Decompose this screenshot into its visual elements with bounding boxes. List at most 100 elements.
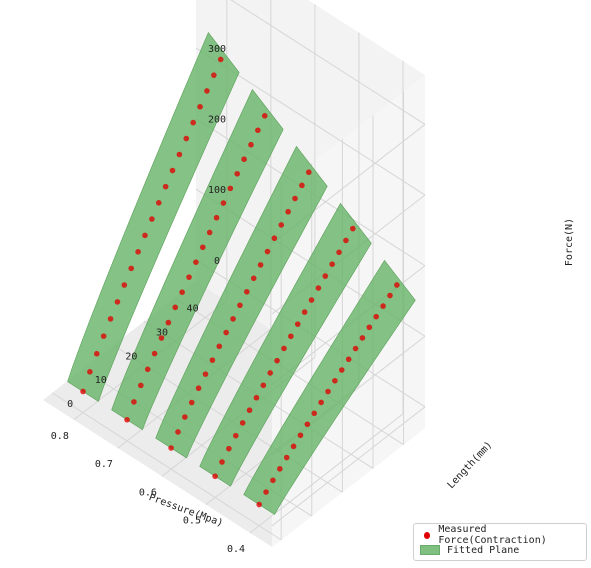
measured-point [278,222,285,228]
measured-point [244,288,250,295]
grid-line-y-floor [51,392,282,541]
measured-point [186,274,192,280]
measured-point [253,394,260,401]
measured-point [294,321,301,327]
x-tick-label: 0.8 [51,431,69,442]
measured-point [155,199,162,206]
measured-point [261,113,268,119]
fitted-plane-band [155,145,328,459]
measured-point [350,225,356,232]
measured-point [169,167,176,174]
chart-marks [67,31,416,515]
legend-item-measured: Measured Force(Contraction) [420,524,586,546]
measured-point [329,261,335,267]
measured-point [142,232,148,239]
y-tick-label: 0 [67,399,73,410]
measured-point [151,350,158,357]
fitted-plane-band [243,259,416,515]
measured-point [394,282,400,288]
measured-point [219,459,225,465]
legend-item-fitted: Fitted Plane [420,543,519,557]
measured-point [277,466,283,472]
measured-point [190,119,196,126]
measured-point [322,273,329,279]
z-tick-label: 100 [208,185,226,196]
z-tick-label: 300 [208,44,226,55]
legend-label-measured: Measured Force(Contraction) [438,524,547,546]
measured-point [352,345,359,352]
measured-point [223,329,229,336]
measured-point [80,388,86,395]
measured-point [197,103,203,110]
measured-point [239,420,246,426]
measured-point [315,285,322,291]
measured-point [283,454,290,461]
measured-point [264,248,271,255]
measured-point [305,169,312,176]
measured-point [271,235,278,242]
x-tick-label: 0.7 [95,459,113,470]
measured-point [373,313,380,320]
measured-point [202,371,209,377]
axis-ticks: 0.40.50.60.70.80102030400100200300400 [51,44,245,555]
measured-marker-icon [424,531,431,539]
measured-point [193,259,199,265]
measured-point [285,208,291,215]
y-tick-label: 10 [95,375,107,386]
measured-point [297,432,304,439]
measured-point [182,414,188,420]
measured-point [107,316,114,322]
measured-point [188,399,195,406]
measured-point [246,407,253,414]
measured-point [241,156,247,163]
x-tick-label: 0.6 [139,487,157,498]
measured-point [288,333,294,340]
measured-point [311,410,318,417]
measured-point [149,216,155,222]
legend-label-fitted: Fitted Plane [447,544,520,556]
measured-point [237,302,243,309]
measured-point [260,382,267,389]
fitted-plane-swatch-icon [420,545,440,555]
measured-point [87,369,93,375]
measured-point [172,304,179,311]
measured-point [345,356,352,363]
measured-point [343,237,349,244]
measured-point [211,72,217,78]
measured-point [213,214,220,221]
measured-point [292,195,298,202]
measured-point [304,421,311,428]
measured-point [158,335,165,341]
measured-point [209,357,216,363]
grid-line-z-left [271,406,426,527]
measured-point [204,88,210,94]
measured-point [255,127,261,134]
measured-point [380,303,386,309]
measured-point [338,367,345,373]
y-tick-label: 30 [156,327,168,338]
z-axis-label: Force(N) [564,218,575,266]
y-axis-label: Length(mm) [446,440,495,492]
measured-point [175,429,181,435]
measured-point [168,445,174,451]
measured-point [183,135,190,142]
measured-point [100,333,107,339]
measured-point [206,229,213,236]
measured-point [124,416,130,423]
measured-point [217,56,224,63]
measured-point [165,319,172,326]
measured-point [301,309,308,315]
measured-point [308,297,315,303]
x-tick-label: 0.4 [227,544,245,555]
measured-point [299,182,305,189]
measured-point [144,366,151,373]
measured-point [281,345,287,352]
measured-point [248,141,254,148]
measured-point [138,382,144,389]
measured-point [227,185,234,192]
y-tick-label: 20 [125,351,137,362]
measured-point [93,350,100,357]
measured-point [131,399,137,405]
measured-point [263,489,269,495]
measured-point [336,249,342,256]
